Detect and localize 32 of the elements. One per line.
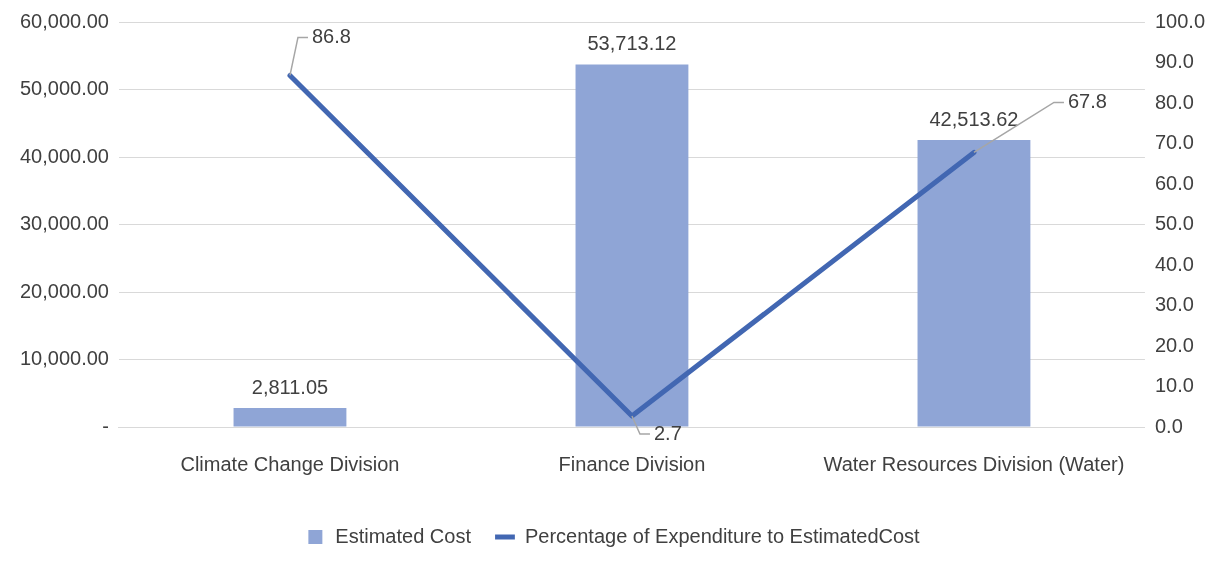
data-label: 2.7 [653,421,682,444]
data-label: 2,811.05 [251,375,329,398]
y-tick-label: 60,000.00 [19,9,109,32]
x-tick-label: Water Resources Division (Water) [823,452,1125,475]
y2-tick-label: 70.0 [1154,131,1194,154]
legend-label: Percentage of Expenditure to EstimatedCost [524,524,921,547]
y2-tick-label: 20.0 [1154,333,1194,356]
x-tick-label: Finance Division [558,452,706,475]
y-tick-label: - [102,414,109,437]
data-label: 86.8 [311,24,351,47]
legend-label: Estimated Cost [335,524,472,547]
y2-tick-label: 90.0 [1154,50,1194,73]
data-label: 42,513.62 [929,107,1019,130]
y-tick-label: 50,000.00 [19,77,109,100]
y2-tick-label: 100.0 [1154,9,1206,32]
y2-tick-label: 40.0 [1154,252,1194,275]
y-tick-label: 30,000.00 [19,212,109,235]
bar [917,140,1031,427]
y-tick-label: 40,000.00 [19,144,109,167]
y-tick-label: 20,000.00 [19,279,109,302]
bar [233,408,347,427]
data-label: 67.8 [1067,89,1107,112]
y2-tick-label: 50.0 [1154,212,1194,235]
y2-tick-label: 0.0 [1154,414,1183,437]
y-tick-label: 10,000.00 [19,347,109,370]
x-tick-label: Climate Change Division [180,452,400,475]
y2-tick-label: 80.0 [1154,90,1194,113]
bar [575,64,689,427]
y2-tick-label: 30.0 [1154,293,1194,316]
y2-tick-label: 10.0 [1154,374,1194,397]
data-label: 53,713.12 [587,31,677,54]
y2-tick-label: 60.0 [1154,171,1194,194]
